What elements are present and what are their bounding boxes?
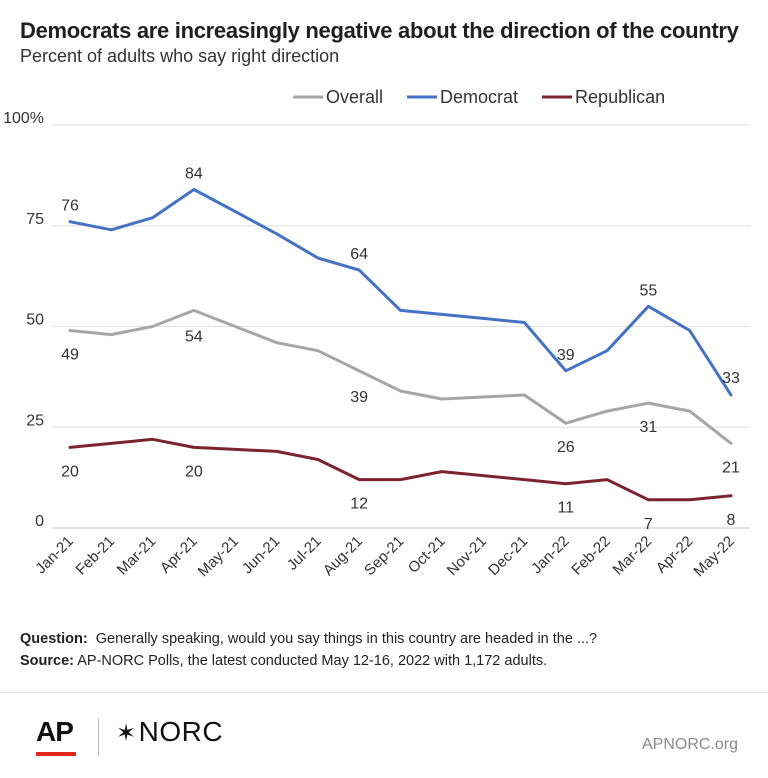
x-tick-label: Mar-22	[610, 533, 656, 579]
x-tick-label: May-21	[195, 533, 242, 580]
legend-label-democrat: Democrat	[440, 87, 518, 107]
x-tick-label: Feb-21	[73, 533, 119, 579]
data-label-republican-jan-22: 11	[557, 500, 574, 517]
x-tick-label: Jun-21	[239, 533, 283, 577]
y-tick-label: 100%	[3, 110, 44, 127]
series-line-republican	[68, 437, 733, 502]
footer-divider	[0, 692, 768, 693]
data-label-overall-jan-21: 49	[61, 347, 79, 364]
y-tick-label: 0	[35, 513, 44, 530]
x-tick-label: Oct-21	[405, 533, 449, 577]
series-line-overall	[68, 308, 733, 445]
ap-logo: AP	[36, 716, 74, 747]
y-tick-label: 75	[26, 211, 44, 228]
question-line: Question: Generally speaking, would you …	[20, 628, 597, 650]
x-tick-label: Mar-21	[114, 533, 160, 579]
x-tick-label: Apr-21	[157, 533, 201, 577]
source-text: AP-NORC Polls, the latest conducted May …	[77, 653, 548, 669]
question-label: Question:	[20, 631, 88, 647]
x-tick-label: Jan-22	[528, 533, 572, 577]
series-line-democrat	[68, 188, 733, 397]
question-text: Generally speaking, would you say things…	[95, 631, 598, 647]
data-label-overall-aug-21: 39	[350, 389, 368, 406]
data-label-overall-jan-22: 26	[557, 439, 575, 456]
legend-label-republican: Republican	[575, 87, 665, 107]
y-tick-label: 50	[26, 312, 44, 329]
ap-logo-underline	[36, 752, 76, 756]
data-label-democrat-may-22: 33	[722, 370, 740, 387]
data-label-republican-jan-21: 20	[61, 463, 79, 480]
data-label-democrat-apr-21: 84	[185, 165, 203, 182]
data-label-overall-mar-22: 31	[639, 419, 657, 436]
data-label-democrat-mar-22: 55	[639, 282, 657, 299]
chart-subtitle: Percent of adults who say right directio…	[20, 46, 340, 66]
x-tick-label: Feb-22	[568, 533, 614, 579]
x-tick-label: Jul-21	[284, 533, 325, 574]
x-tick-label: Aug-21	[320, 533, 366, 579]
logo-separator	[98, 718, 99, 756]
x-tick-label: Jan-21	[32, 533, 76, 577]
data-label-democrat-jan-21: 76	[61, 198, 79, 215]
data-label-republican-mar-22: 7	[644, 516, 653, 533]
norc-logo-text: NORC	[138, 716, 224, 747]
x-tick-label: Apr-22	[653, 533, 697, 577]
legend-label-overall: Overall	[326, 87, 383, 107]
data-label-republican-apr-21: 20	[185, 463, 203, 480]
data-label-overall-apr-21: 54	[185, 328, 203, 345]
source-label: Source:	[20, 653, 74, 669]
chart-title: Democrats are increasingly negative abou…	[20, 18, 739, 43]
data-label-republican-aug-21: 12	[350, 496, 368, 513]
x-tick-label: May-22	[690, 533, 737, 580]
data-label-republican-may-22: 8	[727, 512, 736, 529]
source-line: Source: AP-NORC Polls, the latest conduc…	[20, 650, 597, 672]
chart-notes: Question: Generally speaking, would you …	[20, 628, 597, 672]
x-tick-label: Sep-21	[361, 533, 407, 579]
norc-star-icon: ✶	[116, 720, 137, 747]
data-label-democrat-aug-21: 64	[350, 246, 368, 263]
x-tick-label: Nov-21	[444, 533, 490, 579]
data-label-overall-may-22: 21	[722, 459, 740, 476]
x-tick-label: Dec-21	[485, 533, 531, 579]
line-chart: 0255075100%Jan-21Feb-21Mar-21Apr-21May-2…	[3, 87, 750, 580]
norc-logo: ✶NORC	[116, 716, 223, 748]
site-link[interactable]: APNORC.org	[641, 736, 738, 753]
data-label-democrat-jan-22: 39	[557, 347, 575, 364]
y-tick-label: 25	[26, 412, 44, 429]
